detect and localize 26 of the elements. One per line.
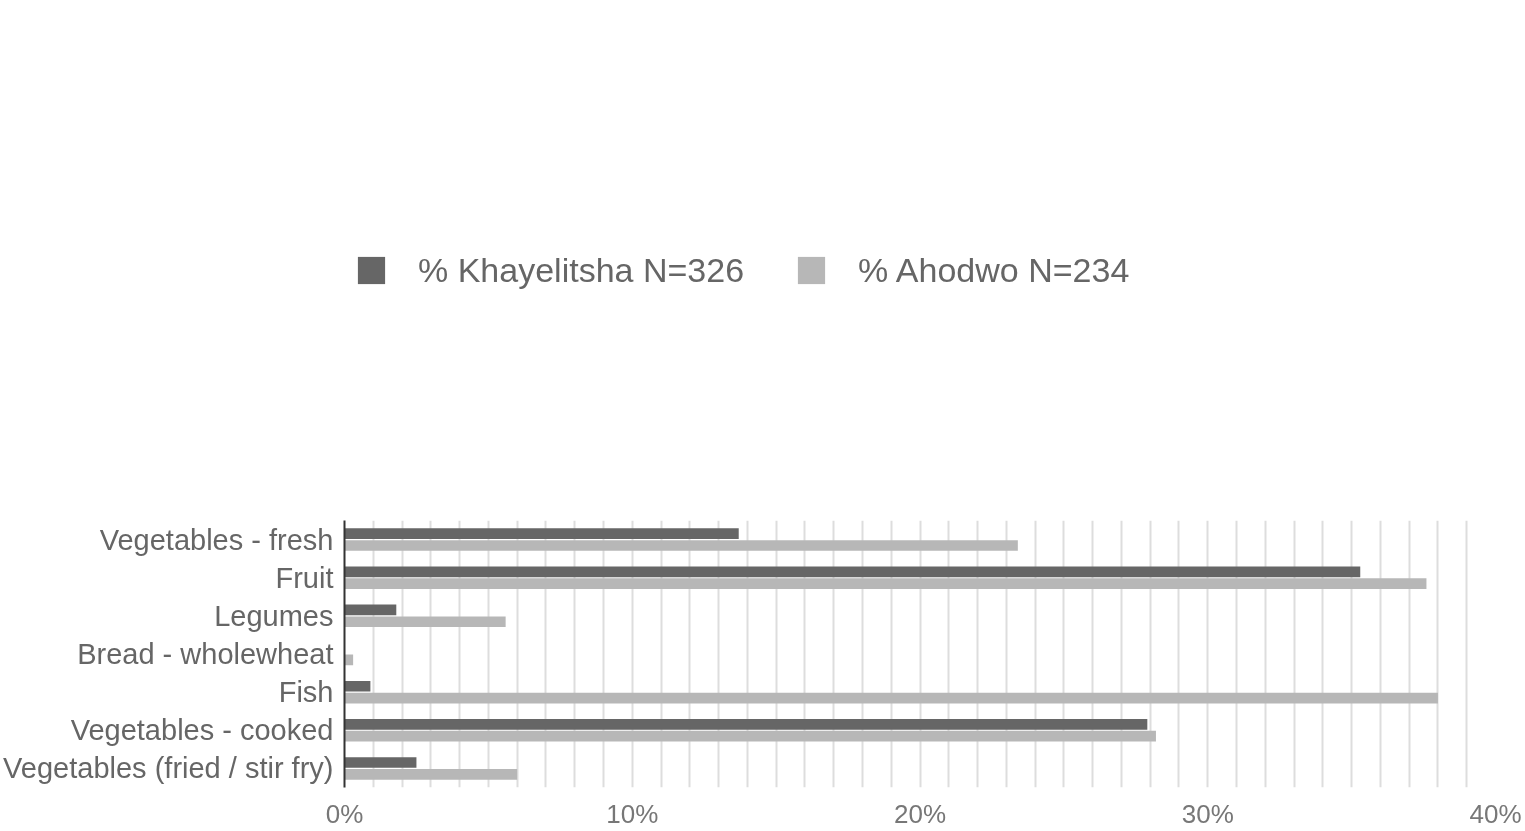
bar bbox=[344, 757, 417, 768]
y-tick-label: Vegetables - cooked bbox=[70, 714, 334, 747]
bar bbox=[344, 719, 1148, 730]
bar bbox=[344, 692, 1438, 704]
x-tick-label: 0% bbox=[325, 798, 364, 829]
y-tick-label: Fish bbox=[278, 676, 334, 709]
bar bbox=[344, 566, 1361, 578]
bar bbox=[344, 540, 1018, 551]
bar bbox=[344, 604, 397, 616]
y-tick-label: Legumes bbox=[214, 599, 334, 632]
x-tick-label: 30% bbox=[1181, 798, 1234, 829]
bar bbox=[344, 528, 739, 539]
y-tick-label: Fruit bbox=[275, 561, 334, 594]
bar bbox=[344, 769, 518, 780]
y-tick-label: Bread - wholewheat bbox=[77, 638, 334, 670]
legend-label: % Khayelitsha N=326 bbox=[418, 250, 745, 290]
bar bbox=[344, 616, 506, 628]
x-tick-label: 10% bbox=[606, 798, 659, 829]
y-tick-label: Vegetables - fresh bbox=[99, 523, 334, 556]
x-tick-label: 20% bbox=[893, 798, 947, 829]
x-tick-label: 40% bbox=[1469, 798, 1522, 829]
bar bbox=[344, 578, 1427, 589]
bar bbox=[344, 680, 371, 692]
bar bbox=[344, 730, 1156, 742]
y-tick-label: Vegetables (fried / stir fry) bbox=[3, 752, 334, 785]
legend-label: % Ahodwo N=234 bbox=[858, 250, 1130, 290]
